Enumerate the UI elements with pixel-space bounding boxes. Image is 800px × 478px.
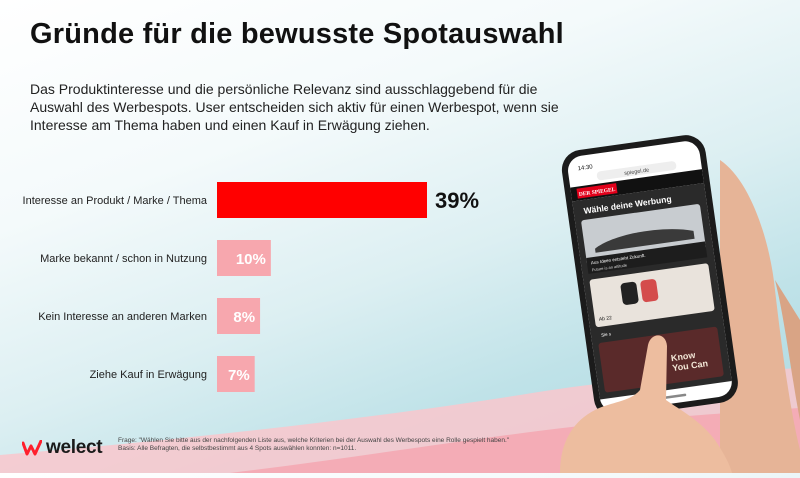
- phone-card2-sub: Sie s: [601, 331, 612, 337]
- bar: [217, 240, 271, 276]
- logo-text: welect: [46, 437, 103, 458]
- footnote: Frage: "Wählen Sie bitte aus der nachfol…: [118, 437, 538, 453]
- category-label: Ziehe Kauf in Erwägung: [90, 369, 207, 381]
- category-label: Interesse an Produkt / Marke / Thema: [23, 195, 208, 207]
- bar: [217, 298, 261, 334]
- value-label: 7%: [228, 367, 250, 384]
- hand-back: [720, 160, 800, 473]
- phone-time: 14:30: [577, 164, 593, 172]
- phone-url: spiegel.de: [624, 167, 650, 176]
- value-label: 8%: [233, 309, 255, 326]
- bar-chart: Interesse an Produkt / Marke / Thema 39% M…: [23, 182, 479, 392]
- phone-card1-sub: Future is an attitude: [592, 262, 628, 272]
- value-label: 39%: [435, 188, 479, 213]
- logo-icon: [22, 440, 42, 456]
- footnote-base: Basis: Alle Befragten, die selbstbestimm…: [118, 445, 357, 452]
- phone-card3-text: KnowYou Can: [670, 348, 708, 373]
- category-label: Marke bekannt / schon in Nutzung: [40, 253, 207, 265]
- footnote-question: Frage: "Wählen Sie bitte aus der nachfol…: [118, 437, 510, 444]
- phone-brand: DER SPIEGEL: [579, 187, 617, 198]
- hand-front: [560, 335, 732, 473]
- phone-card2-caption: Ab 22: [599, 315, 613, 323]
- page-title: Gründe für die bewusste Spotauswahl: [30, 18, 564, 50]
- intro-text: Das Produktinteresse und die persönliche…: [30, 81, 559, 133]
- welect-logo: welect: [22, 437, 103, 459]
- value-label: 10%: [236, 251, 266, 268]
- bar: [217, 182, 427, 218]
- category-label: Kein Interesse an anderen Marken: [38, 311, 207, 323]
- bar: [217, 356, 255, 392]
- phone-illustration: 14:30 spiegel.de DER SPIEGEL Wähle deine…: [520, 120, 800, 473]
